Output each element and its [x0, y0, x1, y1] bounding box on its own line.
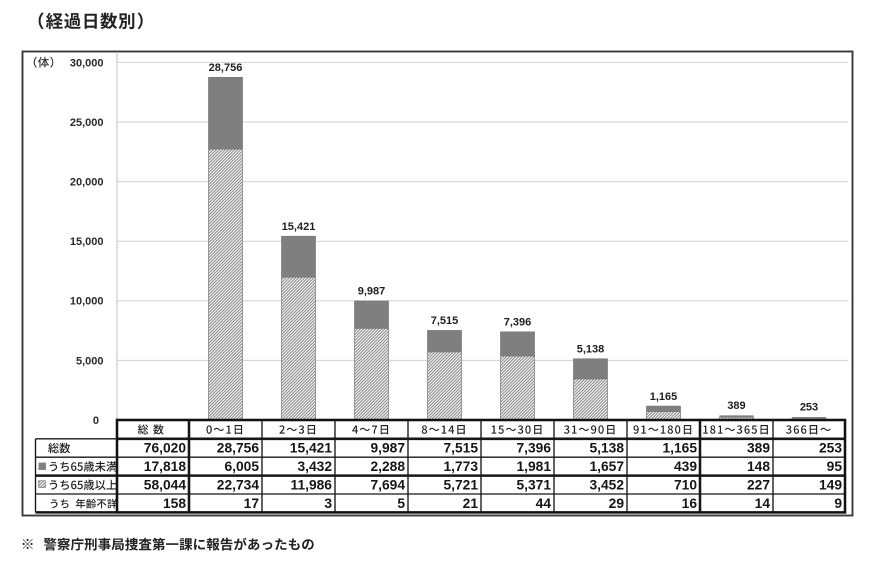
svg-text:22,734: 22,734: [217, 478, 260, 493]
svg-text:1,657: 1,657: [589, 459, 624, 474]
svg-text:25,000: 25,000: [70, 117, 104, 129]
svg-text:253: 253: [800, 402, 818, 414]
svg-text:1,981: 1,981: [516, 459, 551, 474]
svg-text:6,005: 6,005: [224, 459, 259, 474]
svg-text:5,371: 5,371: [516, 478, 551, 493]
svg-text:1,165: 1,165: [650, 391, 678, 403]
svg-text:44: 44: [536, 496, 552, 511]
svg-text:149: 149: [819, 478, 842, 493]
svg-text:389: 389: [727, 400, 745, 412]
svg-text:14: 14: [755, 496, 771, 511]
svg-text:7,396: 7,396: [504, 317, 532, 329]
svg-text:148: 148: [747, 459, 770, 474]
svg-text:76,020: 76,020: [144, 441, 187, 456]
svg-text:95: 95: [827, 459, 843, 474]
svg-text:29: 29: [609, 496, 625, 511]
svg-text:158: 158: [163, 496, 186, 511]
svg-text:0: 0: [93, 415, 99, 427]
svg-text:10,000: 10,000: [70, 296, 104, 308]
svg-text:21: 21: [463, 496, 479, 511]
svg-text:1,165: 1,165: [662, 441, 697, 456]
svg-text:15,421: 15,421: [290, 441, 333, 456]
svg-text:7,515: 7,515: [431, 315, 459, 327]
svg-text:58,044: 58,044: [144, 478, 187, 493]
svg-text:3,452: 3,452: [589, 478, 624, 493]
svg-text:11,986: 11,986: [291, 478, 333, 493]
svg-text:389: 389: [747, 441, 770, 456]
svg-text:7,396: 7,396: [516, 441, 551, 456]
svg-text:7,694: 7,694: [370, 478, 405, 493]
svg-text:1,773: 1,773: [443, 459, 478, 474]
svg-text:5,000: 5,000: [76, 355, 104, 367]
svg-text:9: 9: [834, 496, 842, 511]
svg-text:15,421: 15,421: [282, 221, 316, 233]
svg-text:5,721: 5,721: [443, 478, 478, 493]
svg-text:2,288: 2,288: [370, 459, 405, 474]
svg-text:15,000: 15,000: [70, 236, 104, 248]
svg-text:9,987: 9,987: [358, 286, 386, 298]
svg-text:17,818: 17,818: [144, 459, 187, 474]
svg-text:5,138: 5,138: [577, 344, 605, 356]
svg-text:227: 227: [747, 478, 770, 493]
svg-text:20,000: 20,000: [70, 177, 104, 189]
svg-text:9,987: 9,987: [370, 441, 405, 456]
svg-text:253: 253: [819, 441, 842, 456]
svg-text:30,000: 30,000: [70, 57, 104, 69]
svg-text:28,756: 28,756: [209, 62, 243, 74]
svg-text:17: 17: [244, 496, 260, 511]
svg-text:710: 710: [674, 478, 697, 493]
svg-text:28,756: 28,756: [217, 441, 260, 456]
svg-text:439: 439: [674, 459, 697, 474]
svg-text:3,432: 3,432: [297, 459, 332, 474]
svg-text:16: 16: [682, 496, 698, 511]
svg-text:7,515: 7,515: [443, 441, 478, 456]
svg-text:3: 3: [324, 496, 332, 511]
svg-text:5,138: 5,138: [589, 441, 624, 456]
svg-text:5: 5: [397, 496, 405, 511]
